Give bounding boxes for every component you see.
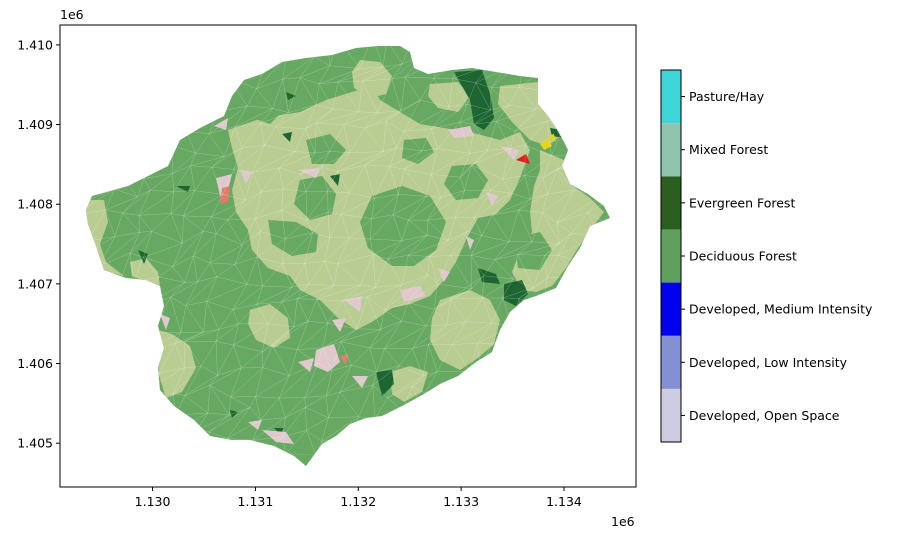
colorbar-label: Developed, Low Intensity (689, 355, 848, 370)
colorbar-segment (661, 229, 681, 283)
colorbar-label: Evergreen Forest (689, 195, 795, 210)
colorbar-segment (661, 282, 681, 336)
colorbar-segment (661, 70, 681, 124)
evergreen-patch (376, 370, 394, 396)
grassland-patch (248, 304, 290, 348)
open-space-patch (500, 146, 520, 160)
colorbar-label: Mixed Forest (689, 142, 768, 157)
evergreen-patch (330, 174, 340, 186)
colorbar-frame (660, 69, 682, 443)
open-space-patch (438, 268, 450, 282)
x-tick-label: 1.134 (546, 494, 582, 509)
y-tick-label: 1.405 (17, 436, 53, 451)
deciduous-patch (444, 164, 488, 200)
evergreen-patch (138, 250, 148, 264)
evergreen-patch (274, 428, 284, 434)
grassland-patch (498, 82, 560, 146)
grassland-patch (428, 82, 470, 112)
colorbar-label: Pasture/Hay (689, 89, 765, 104)
grassland-patch (86, 200, 124, 276)
evergreen-patch (504, 280, 528, 306)
colorbar-segment (661, 123, 681, 177)
x-axis: 1.130 1.131 1.132 1.133 1.134 (135, 487, 582, 509)
grassland-patch (158, 330, 196, 398)
highlight-red-patch (340, 354, 348, 366)
open-space-patch (352, 376, 368, 388)
watershed-map (86, 46, 610, 466)
open-space-patch (466, 236, 474, 250)
plot-frame (59, 24, 637, 488)
y-tick-label: 1.408 (17, 197, 53, 212)
colorbar-label: Developed, Open Space (689, 408, 840, 423)
highlight-yellow-patch (540, 138, 552, 150)
open-space-patch (248, 420, 262, 430)
evergreen-patch (230, 410, 238, 418)
highlight-red-patch (220, 186, 230, 204)
x-tick-label: 1.133 (443, 494, 479, 509)
grassland-patch (352, 60, 392, 98)
open-space-patch (262, 430, 294, 444)
open-space-patch (314, 344, 340, 372)
colorbar-segment (661, 335, 681, 389)
open-space-patch (160, 314, 170, 330)
open-space-patch (298, 168, 320, 178)
y-offset-label: 1e6 (60, 7, 84, 22)
grassland-patch (390, 366, 428, 402)
deciduous-patch (360, 186, 446, 266)
highlight-red-patch (516, 154, 530, 164)
y-tick-label: 1.406 (17, 356, 53, 371)
open-space-patch (400, 286, 426, 302)
open-space-patch (332, 318, 346, 332)
colorbar-label: Deciduous Forest (689, 249, 797, 264)
x-tick-label: 1.132 (340, 494, 376, 509)
evergreen-patch (286, 92, 296, 100)
grassland-patch (130, 258, 160, 286)
open-space-patch (298, 358, 314, 372)
colorbar-legend: Developed, Open Space Developed, Low Inte… (660, 69, 873, 443)
deciduous-patch (294, 176, 336, 220)
colorbar-segment (661, 176, 681, 230)
deciduous-patch (252, 98, 284, 124)
colorbar-segment (661, 388, 681, 442)
y-tick-label: 1.407 (17, 276, 53, 291)
open-space-patch (214, 118, 228, 130)
deciduous-patch (514, 232, 552, 270)
evergreen-patch (478, 268, 500, 284)
evergreen-patch (454, 70, 494, 130)
y-tick-label: 1.410 (17, 37, 53, 52)
open-space-patch (344, 296, 362, 312)
deciduous-patch (402, 138, 434, 164)
open-space-patch (216, 174, 232, 196)
open-space-patch (448, 126, 474, 138)
grassland-patch (430, 290, 500, 370)
y-tick-label: 1.409 (17, 117, 53, 132)
deciduous-patch (268, 220, 318, 256)
open-space-patch (486, 192, 498, 206)
y-axis: 1.405 1.406 1.407 1.408 1.409 1.410 (17, 37, 60, 451)
open-space-patch (240, 170, 252, 184)
highlight-yellow-patch (548, 134, 556, 142)
x-tick-label: 1.131 (238, 494, 274, 509)
deciduous-patch (306, 134, 346, 164)
colorbar-label: Developed, Medium Intensity (689, 302, 873, 317)
x-offset-label: 1e6 (611, 514, 635, 529)
evergreen-patch (176, 186, 190, 192)
evergreen-patch (282, 132, 292, 142)
x-tick-label: 1.130 (135, 494, 171, 509)
